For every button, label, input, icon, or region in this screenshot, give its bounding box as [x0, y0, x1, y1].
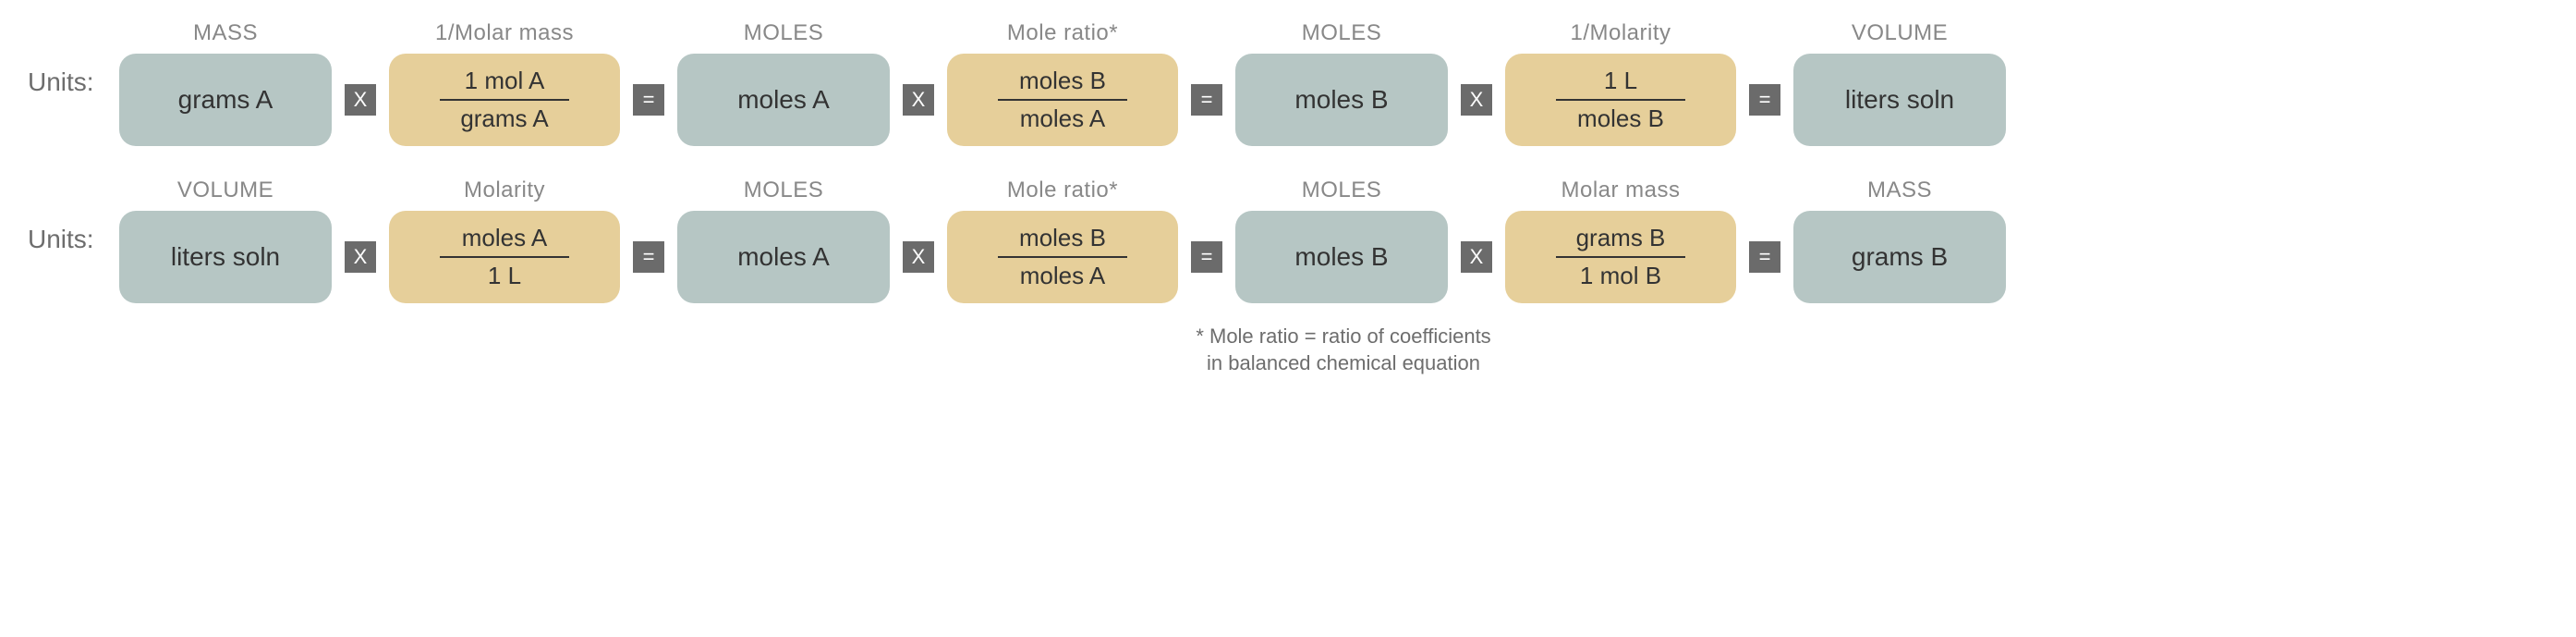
fraction-numerator: moles A	[462, 224, 548, 252]
quantity-text: moles B	[1294, 85, 1388, 115]
equals-operator: =	[633, 241, 664, 273]
cell-header: MOLES	[1302, 176, 1382, 203]
quantity-cell: MOLES moles B	[1235, 176, 1448, 303]
quantity-box: liters soln	[119, 211, 332, 303]
equals-operator: =	[1191, 241, 1222, 273]
cell-header: MOLES	[744, 18, 824, 46]
quantity-box: moles A	[677, 211, 890, 303]
quantity-cell: MOLES moles A	[677, 176, 890, 303]
cell-header: 1/Molarity	[1570, 18, 1671, 46]
fraction-denominator: 1 mol B	[1580, 262, 1661, 290]
quantity-box: grams B	[1793, 211, 2006, 303]
fraction-denominator: moles A	[1020, 104, 1106, 133]
cell-header: VOLUME	[1852, 18, 1948, 46]
fraction-line	[1556, 99, 1685, 101]
quantity-cell: VOLUME liters soln	[119, 176, 332, 303]
quantity-text: grams A	[178, 85, 273, 115]
conversion-factor-cell: Molar mass grams B 1 mol B	[1505, 176, 1736, 303]
cell-header: 1/Molar mass	[435, 18, 574, 46]
quantity-box: liters soln	[1793, 54, 2006, 146]
quantity-cell: MOLES moles A	[677, 18, 890, 146]
cell-header: MOLES	[1302, 18, 1382, 46]
cell-header: Mole ratio*	[1007, 18, 1118, 46]
conversion-row-0: Units: MASS grams A X 1/Molar mass 1 mol A gra…	[28, 18, 2548, 146]
row-label: Units:	[28, 225, 106, 254]
fraction-denominator: moles A	[1020, 262, 1106, 290]
conversion-box: moles A 1 L	[389, 211, 620, 303]
cell-header: MASS	[1867, 176, 1932, 203]
multiply-operator: X	[903, 241, 934, 273]
multiply-operator: X	[1461, 84, 1492, 116]
quantity-cell: VOLUME liters soln	[1793, 18, 2006, 146]
row-label: Units:	[28, 67, 106, 97]
quantity-box: moles A	[677, 54, 890, 146]
conversion-box: 1 L moles B	[1505, 54, 1736, 146]
footnote: * Mole ratio = ratio of coefficients in …	[28, 324, 2548, 376]
fraction-numerator: moles B	[1019, 67, 1106, 95]
fraction-line	[998, 256, 1127, 258]
cell-header: VOLUME	[177, 176, 273, 203]
multiply-operator: X	[345, 241, 376, 273]
quantity-text: moles B	[1294, 242, 1388, 272]
equals-operator: =	[1749, 241, 1780, 273]
equals-operator: =	[1749, 84, 1780, 116]
fraction-numerator: 1 L	[1604, 67, 1637, 95]
fraction-numerator: moles B	[1019, 224, 1106, 252]
equals-operator: =	[633, 84, 664, 116]
fraction-line	[440, 99, 569, 101]
conversion-factor-cell: Mole ratio* moles B moles A	[947, 18, 1178, 146]
fraction-line	[440, 256, 569, 258]
fraction-numerator: 1 mol A	[465, 67, 545, 95]
conversion-row-1: Units: VOLUME liters soln X Molarity moles A 1…	[28, 176, 2548, 303]
conversion-box: 1 mol A grams A	[389, 54, 620, 146]
quantity-box: moles B	[1235, 211, 1448, 303]
quantity-cell: MASS grams B	[1793, 176, 2006, 303]
fraction-numerator: grams B	[1576, 224, 1666, 252]
quantity-text: liters soln	[1845, 85, 1954, 115]
fraction-line	[998, 99, 1127, 101]
cell-header: Molar mass	[1561, 176, 1680, 203]
multiply-operator: X	[345, 84, 376, 116]
footnote-line-2: in balanced chemical equation	[1207, 351, 1480, 374]
conversion-factor-cell: 1/Molar mass 1 mol A grams A	[389, 18, 620, 146]
quantity-cell: MASS grams A	[119, 18, 332, 146]
equals-operator: =	[1191, 84, 1222, 116]
quantity-text: liters soln	[171, 242, 280, 272]
conversion-factor-cell: Mole ratio* moles B moles A	[947, 176, 1178, 303]
cell-header: Molarity	[464, 176, 545, 203]
quantity-box: grams A	[119, 54, 332, 146]
footnote-line-1: * Mole ratio = ratio of coefficients	[1196, 325, 1490, 348]
conversion-box: moles B moles A	[947, 211, 1178, 303]
quantity-text: grams B	[1852, 242, 1948, 272]
fraction-denominator: moles B	[1577, 104, 1664, 133]
conversion-box: grams B 1 mol B	[1505, 211, 1736, 303]
fraction-denominator: 1 L	[488, 262, 521, 290]
fraction-line	[1556, 256, 1685, 258]
cell-header: MASS	[193, 18, 258, 46]
cell-header: Mole ratio*	[1007, 176, 1118, 203]
quantity-text: moles A	[737, 85, 830, 115]
quantity-box: moles B	[1235, 54, 1448, 146]
conversion-box: moles B moles A	[947, 54, 1178, 146]
multiply-operator: X	[903, 84, 934, 116]
quantity-text: moles A	[737, 242, 830, 272]
quantity-cell: MOLES moles B	[1235, 18, 1448, 146]
cell-header: MOLES	[744, 176, 824, 203]
fraction-denominator: grams A	[460, 104, 548, 133]
multiply-operator: X	[1461, 241, 1492, 273]
conversion-factor-cell: Molarity moles A 1 L	[389, 176, 620, 303]
conversion-factor-cell: 1/Molarity 1 L moles B	[1505, 18, 1736, 146]
